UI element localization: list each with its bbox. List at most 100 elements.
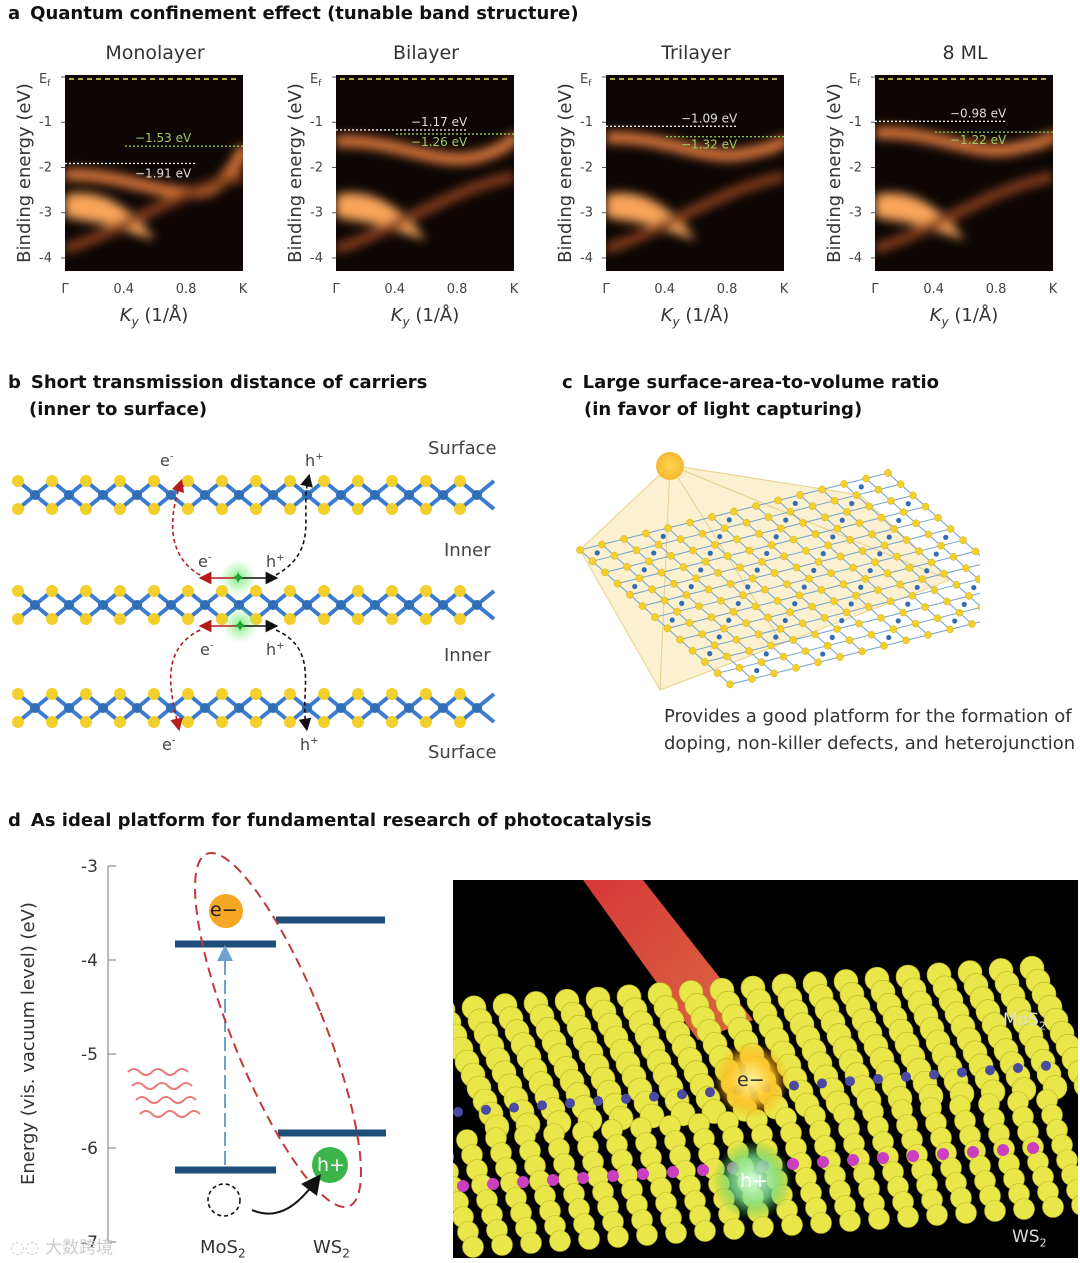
s-atom — [284, 585, 296, 597]
electron-label: e− — [210, 899, 238, 921]
w-atom — [697, 1164, 709, 1176]
mo-atom — [716, 634, 722, 640]
lower-valence-band — [606, 171, 784, 254]
s-atom — [284, 613, 296, 625]
white-energy-label: −1.17 eV — [411, 115, 468, 129]
s-atom — [352, 716, 364, 728]
mo-atom — [905, 501, 911, 507]
s-atom — [897, 1206, 919, 1228]
mo-atom — [621, 1093, 631, 1104]
y-tick-label: -6 — [81, 1139, 98, 1159]
atom — [811, 530, 820, 538]
atom — [780, 552, 788, 561]
mo-atom — [820, 551, 826, 557]
atom — [786, 507, 795, 516]
s-atom — [12, 585, 24, 597]
atom — [698, 630, 706, 638]
atom — [645, 557, 653, 566]
atom — [918, 575, 926, 583]
y-tick-label: -2 — [310, 160, 323, 175]
atom — [814, 558, 823, 566]
mo-atom — [472, 490, 482, 500]
atom — [663, 624, 672, 633]
valence-band-bright — [606, 192, 696, 240]
y-axis-label: Binding energy (eV) — [285, 83, 306, 263]
x-axis-label: Ky (1/Å) — [120, 304, 189, 329]
atom — [899, 508, 908, 516]
atom — [783, 580, 791, 589]
atom — [654, 540, 663, 549]
mo-atom — [64, 703, 74, 713]
atom — [909, 491, 917, 500]
band-plot-title: 8 ML — [942, 42, 988, 64]
w-atom — [607, 1170, 619, 1182]
x-axis-label: Ky (1/Å) — [930, 304, 999, 329]
atom — [893, 552, 901, 561]
top-valence-band — [336, 132, 514, 165]
atom — [726, 580, 735, 588]
atom — [676, 535, 685, 544]
atom — [651, 613, 659, 622]
atom — [934, 513, 942, 522]
atom — [833, 625, 841, 633]
mo-atom — [705, 1087, 715, 1098]
mo-atom — [481, 1104, 491, 1115]
x-tick-label: Γ — [61, 282, 69, 297]
s-atom — [1042, 1196, 1064, 1218]
s-atom — [607, 1226, 629, 1248]
mo-atom — [943, 534, 949, 540]
white-energy-label: −0.98 eV — [950, 106, 1007, 120]
s-atom — [250, 716, 262, 728]
atom — [890, 524, 898, 533]
atom — [884, 469, 892, 477]
band-plot-2: Bilayer −1.17 eV −1.26 eV Ef -1 -2 -3 -4 Γ 0.4 0.8… — [279, 30, 544, 340]
y-tick-label: -1 — [310, 115, 323, 130]
photon-icon — [127, 1068, 201, 1118]
atom — [862, 474, 870, 483]
s-atom — [318, 613, 330, 625]
mo-atom — [30, 490, 40, 500]
s-atom — [148, 503, 160, 515]
s-atom — [318, 688, 330, 700]
panel-b-title: b Short transmission distance of carriers… — [8, 372, 428, 420]
s-atom — [284, 688, 296, 700]
mo-atom — [594, 550, 600, 556]
w-atom — [457, 1180, 469, 1192]
s-atom — [955, 1202, 977, 1224]
mo-atom — [698, 567, 704, 573]
atom — [827, 569, 835, 578]
atom — [877, 614, 885, 622]
hole-path-down — [275, 629, 312, 732]
y-tick-label: -4 — [849, 251, 862, 266]
atom — [767, 641, 775, 650]
y-tick-label: -3 — [39, 206, 52, 221]
mo-atom — [234, 490, 244, 500]
atom — [767, 541, 776, 549]
y-tick-label: -2 — [39, 160, 52, 175]
heterostructure-render — [453, 880, 1078, 1258]
s-atom — [453, 1152, 454, 1162]
y-tick-label: Ef — [580, 72, 592, 89]
hole-glow — [713, 1140, 793, 1220]
atom — [733, 535, 741, 544]
light-ray-3 — [669, 464, 781, 641]
s-atom — [80, 688, 92, 700]
atom — [830, 496, 839, 505]
x-axis-label: Ky (1/Å) — [391, 304, 460, 329]
atom — [786, 608, 794, 616]
surface-top-label: Surface — [428, 438, 497, 459]
s-atom — [80, 716, 92, 728]
atom — [770, 569, 779, 577]
atom — [779, 652, 788, 661]
s-atom — [46, 613, 58, 625]
x-tick-label: 0.4 — [923, 282, 944, 297]
mo-atom — [132, 490, 142, 500]
s-atom — [386, 503, 398, 515]
atom — [670, 579, 678, 588]
mo-atom — [302, 703, 312, 713]
x-tick-label: 0.8 — [447, 282, 468, 297]
w-atom — [847, 1154, 859, 1166]
ws2-label: WS2 — [313, 1237, 350, 1261]
y-tick-label: -4 — [81, 951, 98, 971]
atom — [833, 524, 842, 533]
